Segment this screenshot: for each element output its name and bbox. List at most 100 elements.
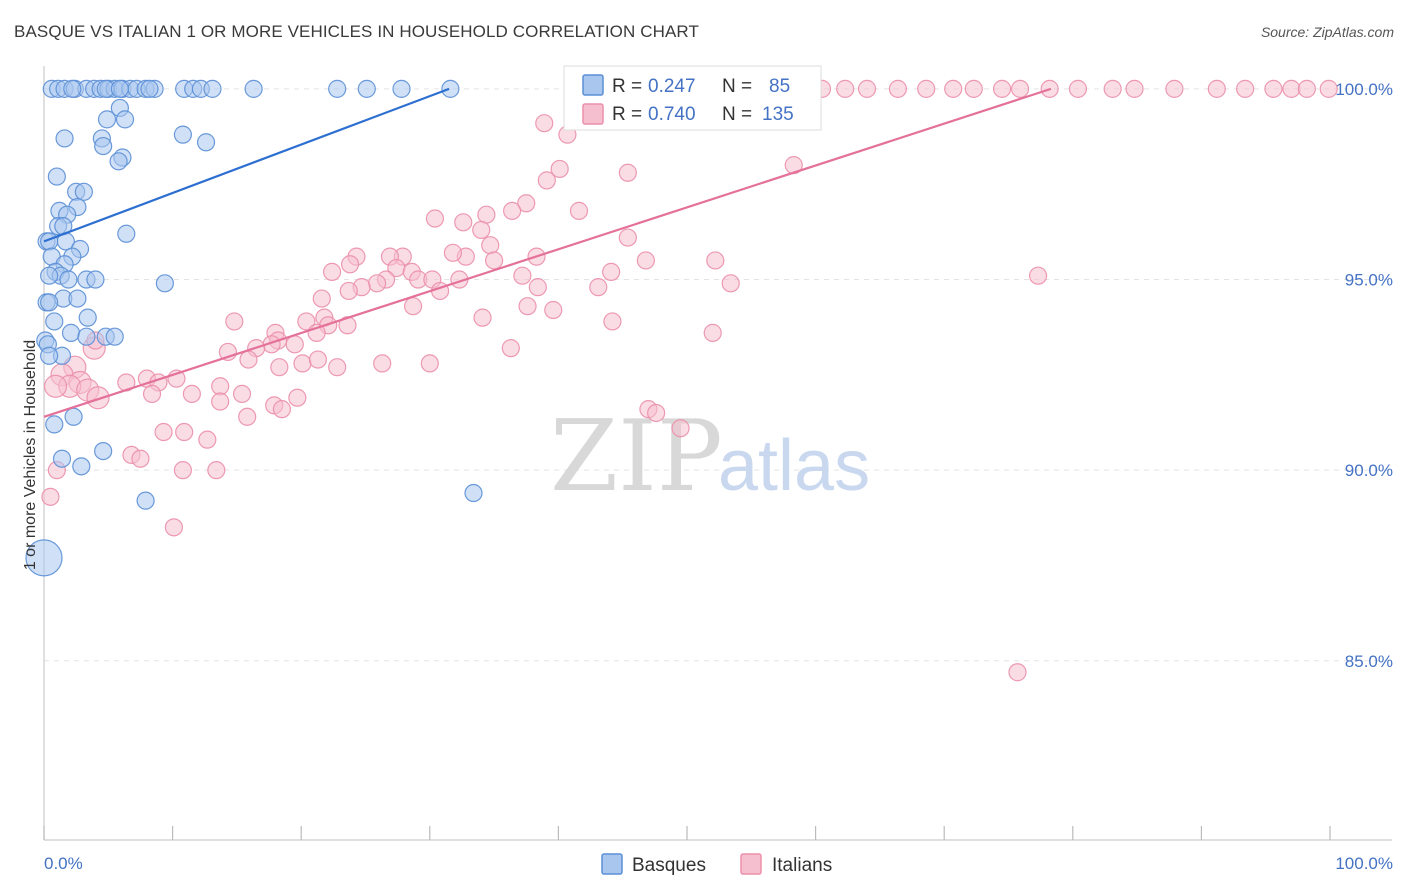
trend-lines [43, 87, 1052, 418]
point-italians-92 [270, 358, 289, 377]
point-italians-113 [288, 388, 307, 407]
point-basques-74 [64, 407, 83, 426]
point-italians-24 [1282, 79, 1301, 98]
point-italians-18 [1103, 79, 1122, 98]
y-axis-label: 1 or more Vehicles in Household [22, 340, 39, 570]
point-basques-17 [203, 79, 222, 98]
point-basques-36 [109, 152, 128, 171]
point-italians-14 [992, 79, 1012, 98]
point-italians-63 [1028, 266, 1048, 285]
point-italians-95 [328, 358, 347, 377]
point-italians-97 [420, 354, 439, 373]
point-italians-112 [232, 384, 252, 404]
legend-r-basques: 0.247 [648, 76, 696, 97]
point-italians-36 [503, 201, 522, 220]
point-italians-96 [373, 354, 392, 373]
bottom-legend-basques: Basques [632, 855, 706, 876]
point-italians-77 [603, 312, 622, 331]
point-italians-116 [272, 400, 292, 419]
point-basques-81 [25, 539, 63, 577]
trend-line-basques [43, 87, 450, 243]
trend-line-italians [43, 87, 1052, 418]
point-italians-70 [589, 278, 608, 297]
point-italians-35 [517, 194, 536, 213]
point-italians-123 [198, 430, 217, 449]
legend-n-basques: 85 [769, 76, 790, 97]
x-tick-label-100: 100.0% [1335, 854, 1393, 873]
point-basques-18 [244, 79, 263, 98]
point-basques-73 [40, 346, 59, 365]
point-italians-83 [703, 323, 722, 342]
point-basques-26 [140, 79, 159, 98]
point-basques-65 [45, 312, 64, 331]
point-italians-15 [1010, 79, 1030, 98]
point-italians-38 [477, 205, 496, 224]
point-basques-31 [55, 129, 74, 148]
point-italians-48 [443, 243, 463, 262]
point-italians-8 [836, 79, 855, 98]
point-italians-110 [211, 377, 230, 396]
point-italians-67 [339, 281, 358, 301]
point-basques-34 [94, 136, 113, 156]
point-basques-20 [357, 79, 376, 98]
point-basques-19 [328, 79, 347, 98]
point-italians-20 [1165, 79, 1184, 98]
point-basques-22 [441, 79, 460, 98]
bottom-legend-swatch-italians [740, 853, 762, 875]
point-basques-67 [77, 327, 96, 346]
point-italians-52 [706, 251, 725, 270]
point-italians-124 [671, 419, 690, 438]
point-italians-43 [481, 236, 500, 255]
point-italians-10 [888, 79, 908, 98]
point-basques-69 [105, 327, 124, 346]
point-italians-65 [367, 274, 387, 293]
point-basques-77 [52, 449, 72, 468]
point-basques-75 [45, 415, 64, 434]
point-italians-79 [338, 316, 357, 335]
point-italians-26 [1319, 79, 1338, 98]
point-italians-109 [182, 384, 201, 404]
point-basques-61 [68, 289, 87, 308]
point-basques-64 [78, 308, 97, 327]
point-italians-13 [964, 79, 983, 98]
point-italians-17 [1068, 79, 1088, 98]
y-tick-label-100: 100.0% [1335, 80, 1393, 99]
point-basques-23 [63, 79, 82, 98]
point-basques-55 [40, 266, 59, 285]
point-italians-50 [485, 251, 504, 270]
point-italians-71 [312, 289, 331, 308]
x-tick-label-0: 0.0% [44, 854, 83, 873]
point-basques-45 [117, 224, 136, 243]
bottom-legend-swatch-basques [601, 853, 623, 875]
point-basques-39 [74, 182, 93, 201]
point-italians-42 [618, 228, 637, 247]
point-italians-23 [1264, 79, 1283, 98]
point-italians-57 [513, 266, 532, 285]
point-italians-75 [473, 308, 492, 327]
point-basques-63 [40, 293, 59, 312]
legend-swatch-basques [582, 74, 604, 96]
watermark: ZIP atlas [550, 400, 870, 514]
point-italians-9 [857, 79, 877, 98]
bottom-legend-italians: Italians [772, 855, 832, 876]
point-italians-68 [528, 278, 547, 297]
point-italians-130 [41, 487, 60, 506]
point-italians-41 [472, 220, 491, 240]
point-basques-79 [136, 491, 155, 510]
point-basques-80 [464, 483, 483, 503]
point-italians-12 [944, 79, 963, 98]
point-italians-39 [425, 209, 445, 228]
point-italians-132 [1008, 663, 1027, 682]
point-italians-25 [1297, 79, 1316, 98]
point-italians-126 [131, 449, 150, 468]
legend-r-label-basques: R = [612, 76, 642, 97]
point-italians-64 [721, 274, 740, 293]
point-italians-88 [501, 339, 520, 358]
point-italians-114 [211, 392, 230, 411]
legend-n-label-italians: N = [722, 104, 752, 125]
point-italians-34 [537, 171, 556, 190]
point-basques-21 [392, 79, 411, 98]
point-italians-119 [647, 403, 666, 423]
point-italians-93 [293, 354, 312, 373]
y-tick-label-90: 90.0% [1345, 461, 1393, 480]
